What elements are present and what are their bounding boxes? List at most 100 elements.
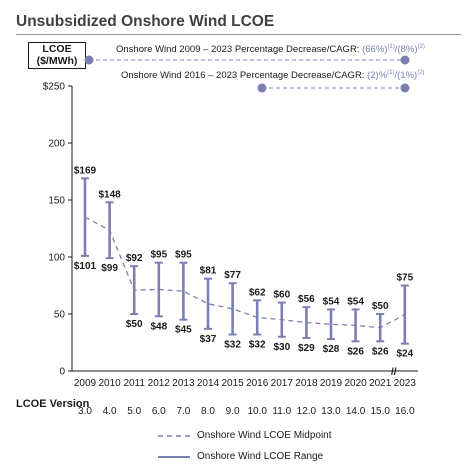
version-header: LCOE Version (16, 398, 90, 410)
high-value-label: $95 (175, 250, 192, 261)
y-unit-line2: ($/MWh) (36, 55, 78, 67)
legend-midpoint-label: Onshore Wind LCOE Midpoint (197, 430, 332, 441)
high-value-label: $92 (126, 253, 143, 264)
range-bar-2021: $50 $26 (372, 301, 389, 357)
version-label: 8.0 (201, 406, 215, 417)
legend-range-label: Onshore Wind LCOE Range (197, 451, 324, 462)
version-label: 10.0 (247, 406, 267, 417)
x-tick-label: 2023 (394, 378, 417, 389)
low-value-label: $101 (74, 261, 97, 272)
y-tick-label: 200 (48, 139, 65, 150)
annotation-2016-2023-footnote2: (2) (417, 70, 425, 76)
high-value-label: $75 (396, 273, 413, 284)
x-tick-label: 2021 (369, 378, 392, 389)
version-label: 12.0 (297, 406, 317, 417)
high-value-label: $54 (347, 296, 364, 307)
high-value-label: $62 (249, 287, 266, 298)
range-bar-2015: $77 $32 (224, 270, 241, 350)
range-bar-2012: $95 $48 (150, 250, 167, 333)
x-tick-label: 2017 (271, 378, 294, 389)
y-tick-label: 50 (54, 310, 66, 321)
y-tick-label: 150 (48, 196, 65, 207)
version-label: 16.0 (395, 406, 415, 417)
title-divider (16, 34, 461, 35)
high-value-label: $50 (372, 301, 389, 312)
x-tick-label: 2012 (148, 378, 171, 389)
chart-title: Unsubsidized Onshore Wind LCOE (16, 13, 275, 30)
version-label: 11.0 (272, 406, 291, 417)
annotation-2009-2023-cagr: /(8%) (394, 44, 418, 56)
range-bar-2020: $54 $26 (347, 296, 364, 357)
span-2016-2023-end-dot (400, 83, 410, 93)
range-bar-2019: $54 $28 (323, 296, 340, 355)
x-tick-label: 2019 (320, 378, 343, 389)
annotation-2016-2023-cagr: /(1%) (394, 70, 418, 82)
low-value-label: $28 (323, 344, 340, 355)
x-tick-label: 2020 (344, 378, 367, 389)
x-tick-label: 2014 (197, 378, 220, 389)
annotation-2009-2023-label: Onshore Wind 2009 – 2023 Percentage Decr… (116, 44, 363, 56)
x-tick-label: 2010 (98, 378, 121, 389)
y-tick-label: 0 (59, 367, 65, 378)
annotation-2016-2023: Onshore Wind 2016 – 2023 Percentage Decr… (121, 70, 425, 81)
high-value-label: $60 (273, 290, 290, 301)
version-label: 9.0 (226, 406, 240, 417)
y-unit-box: LCOE ($/MWh) (28, 42, 86, 69)
version-label: 5.0 (127, 406, 141, 417)
low-value-label: $99 (101, 263, 118, 274)
version-label: 6.0 (152, 406, 166, 417)
high-value-label: $56 (298, 294, 315, 305)
version-label: 3.0 (78, 406, 92, 417)
x-tick-label: 2018 (295, 378, 318, 389)
range-bar-2023: $75 $24 (396, 273, 413, 360)
low-value-label: $26 (372, 346, 389, 357)
x-tick-label: 2016 (246, 378, 269, 389)
low-value-label: $32 (224, 340, 241, 351)
version-label: 14.0 (346, 406, 366, 417)
version-label: 4.0 (103, 406, 117, 417)
annotation-2009-2023-pct: (66%) (362, 44, 388, 56)
range-bar-2018: $56 $29 (298, 294, 315, 354)
range-bar-2017: $60 $30 (273, 290, 290, 353)
range-bar-2011: $92 $50 (126, 253, 143, 330)
high-value-label: $54 (323, 296, 340, 307)
low-value-label: $37 (200, 334, 217, 345)
span-2016-2023-start-dot (257, 83, 267, 93)
y-tick-label: $250 (43, 82, 66, 93)
annotation-2009-2023-footnote2: (2) (417, 44, 425, 50)
range-bar-2014: $81 $37 (200, 266, 217, 345)
midpoint-series-line (84, 216, 406, 329)
low-value-label: $30 (273, 342, 290, 353)
annotation-2016-2023-label: Onshore Wind 2016 – 2023 Percentage Decr… (121, 70, 368, 82)
x-tick-label: 2015 (221, 378, 244, 389)
high-value-label: $148 (98, 189, 121, 200)
y-unit-line1: LCOE (42, 43, 72, 55)
annotation-2016-2023-pct: (2)% (367, 70, 388, 82)
high-value-label: $81 (200, 266, 217, 277)
version-label: 13.0 (321, 406, 341, 417)
low-value-label: $48 (150, 321, 167, 332)
low-value-label: $45 (175, 325, 192, 336)
version-label: 15.0 (370, 406, 390, 417)
high-value-label: $95 (150, 250, 167, 261)
range-bar-2013: $95 $45 (175, 250, 192, 336)
low-value-label: $29 (298, 343, 315, 354)
annotation-2009-2023: Onshore Wind 2009 – 2023 Percentage Decr… (116, 44, 425, 55)
span-2009-2023-end-dot (400, 55, 410, 65)
annotation-2009-2023-footnote1: (1) (387, 44, 395, 50)
annotation-2016-2023-footnote1: (1) (387, 70, 395, 76)
span-2009-2023-start-dot (84, 55, 94, 65)
low-value-label: $50 (126, 319, 143, 330)
range-bar-2010: $148 $99 (98, 189, 121, 274)
x-tick-label: 2013 (172, 378, 195, 389)
low-value-label: $26 (347, 346, 364, 357)
high-value-label: $169 (74, 165, 97, 176)
x-tick-label: 2011 (123, 378, 145, 389)
high-value-label: $77 (224, 270, 241, 281)
version-label: 7.0 (176, 406, 190, 417)
range-bar-2009: $169 $101 (74, 165, 97, 272)
axis-break-marker: // (391, 367, 397, 378)
low-value-label: $32 (249, 340, 266, 351)
low-value-label: $24 (396, 349, 413, 360)
